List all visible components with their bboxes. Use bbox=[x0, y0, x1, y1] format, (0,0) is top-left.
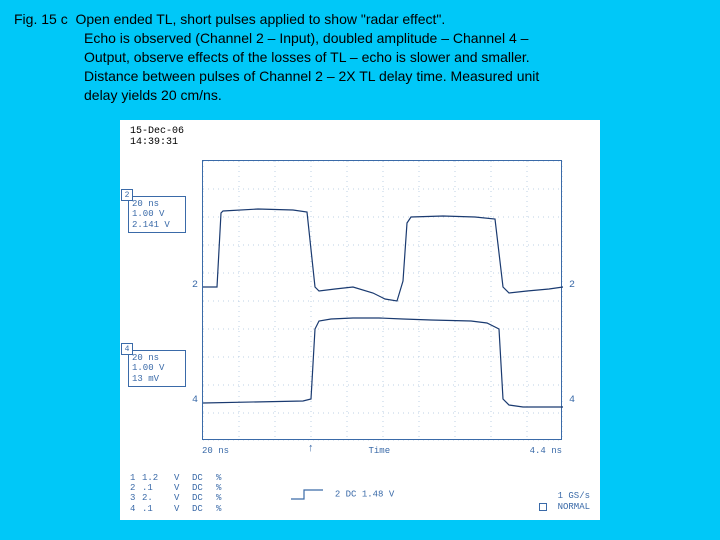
footer-cell: DC bbox=[192, 483, 216, 493]
footer-cell: 3 bbox=[130, 493, 142, 503]
scope-footer: 11.2VDC%2.1VDC%32.VDC%4.1VDC% 2 DC 1.48 … bbox=[130, 473, 590, 514]
footer-cell: 2 bbox=[130, 483, 142, 493]
time-axis: 20 ns Time 4.4 ns bbox=[202, 446, 562, 456]
time-left: 20 ns bbox=[202, 446, 229, 456]
timestamp-time: 14:39:31 bbox=[130, 137, 184, 148]
channel-2-info-box: 2 20 ns 1.00 V 2.141 V bbox=[128, 196, 186, 233]
grid bbox=[203, 161, 563, 441]
footer-cell: V bbox=[174, 483, 192, 493]
footer-cell: 2. bbox=[142, 493, 174, 503]
footer-cell: V bbox=[174, 504, 192, 514]
footer-cell: % bbox=[216, 473, 240, 483]
channel-4-info-box: 4 20 ns 1.00 V 13 mV bbox=[128, 350, 186, 387]
ch2-value: 2.141 V bbox=[132, 220, 182, 230]
ch2-marker-right: 2 bbox=[569, 280, 575, 291]
ch4-timebase: 20 ns bbox=[132, 353, 182, 363]
caption-line: Echo is observed (Channel 2 – Input), do… bbox=[14, 29, 706, 48]
channel-number: 2 bbox=[121, 189, 133, 201]
sample-rate: 1 GS/s bbox=[539, 491, 590, 503]
caption-line: Distance between pulses of Channel 2 – 2… bbox=[14, 67, 706, 86]
scope-status: 1 GS/s NORMAL bbox=[539, 491, 590, 514]
ch2-vdiv: 1.00 V bbox=[132, 209, 182, 219]
footer-cell: DC bbox=[192, 493, 216, 503]
footer-cell: DC bbox=[192, 504, 216, 514]
footer-cell: % bbox=[216, 483, 240, 493]
scope-timestamp: 15-Dec-06 14:39:31 bbox=[130, 126, 184, 148]
time-label: Time bbox=[229, 446, 530, 456]
footer-cell: .1 bbox=[142, 504, 174, 514]
time-right: 4.4 ns bbox=[530, 446, 562, 456]
figure-label: Fig. 15 c bbox=[14, 11, 68, 27]
caption-title: Open ended TL, short pulses applied to s… bbox=[75, 11, 445, 27]
ch4-marker-right: 4 bbox=[569, 395, 575, 406]
footer-cell: 1 bbox=[130, 473, 142, 483]
footer-cell: 1.2 bbox=[142, 473, 174, 483]
footer-cell: V bbox=[174, 493, 192, 503]
caption-line: delay yields 20 cm/ns. bbox=[14, 86, 706, 105]
ch4-vdiv: 1.00 V bbox=[132, 363, 182, 373]
footer-cell: V bbox=[174, 473, 192, 483]
footer-cell: % bbox=[216, 504, 240, 514]
footer-cell: 4 bbox=[130, 504, 142, 514]
footer-cell: .1 bbox=[142, 483, 174, 493]
figure-caption: Fig. 15 c Open ended TL, short pulses ap… bbox=[0, 0, 720, 108]
oscilloscope-screenshot: 15-Dec-06 14:39:31 2 20 ns 1.00 V 2.141 … bbox=[120, 120, 600, 520]
channel-number: 4 bbox=[121, 343, 133, 355]
ch4-value: 13 mV bbox=[132, 374, 182, 384]
trigger-text: 2 DC 1.48 V bbox=[335, 489, 394, 499]
trigger-info: 2 DC 1.48 V bbox=[290, 488, 394, 500]
footer-cell: % bbox=[216, 493, 240, 503]
ch2-timebase: 20 ns bbox=[132, 199, 182, 209]
trace-channel-2 bbox=[203, 209, 563, 301]
step-icon bbox=[290, 488, 324, 500]
ch2-marker-left: 2 bbox=[192, 280, 198, 291]
mode-box-icon bbox=[539, 503, 547, 511]
scope-plot bbox=[202, 160, 562, 440]
timestamp-date: 15-Dec-06 bbox=[130, 126, 184, 137]
footer-cell: DC bbox=[192, 473, 216, 483]
ch4-marker-left: 4 bbox=[192, 395, 198, 406]
scope-svg bbox=[203, 161, 563, 441]
mode-text: NORMAL bbox=[558, 502, 590, 512]
caption-line: Output, observe effects of the losses of… bbox=[14, 48, 706, 67]
